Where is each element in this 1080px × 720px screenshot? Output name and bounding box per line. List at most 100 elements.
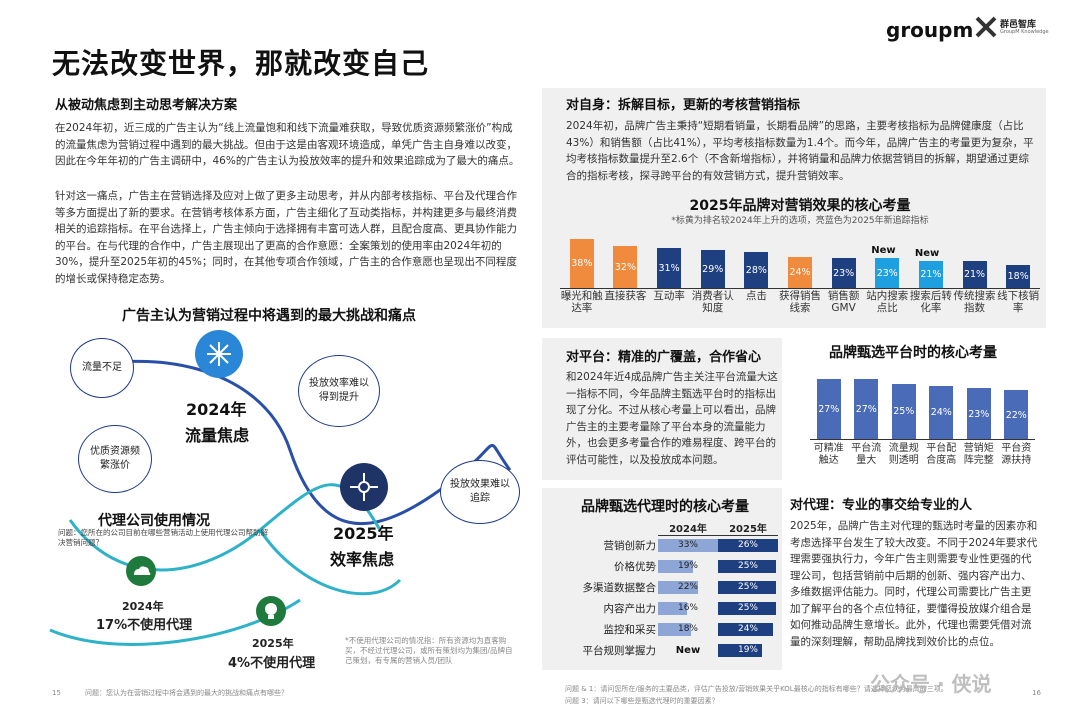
lightbulb-icon <box>256 596 286 626</box>
chart1-bar <box>962 260 987 288</box>
diagram-title: 广告主认为营销过程中将遇到的最大挑战和痛点 <box>122 308 416 324</box>
watermark: 公众号 · 侠说 <box>870 672 992 696</box>
left-paragraph-1: 在2024年初，近三成的广告主认为“线上流量饱和和线下流量难获取，导致优质资源频… <box>55 122 520 167</box>
chart3-value-2024: 19% <box>677 561 698 571</box>
agency-paragraph: 2025年，品牌广告主对代理的甄选时考量的因素亦和考虑选择平台发生了较大改变。不… <box>790 520 1038 648</box>
chart1-axis <box>560 288 1040 289</box>
chart3-value-2024: New <box>675 645 701 656</box>
chart3-title: 品牌甄选代理时的核心考量 <box>581 499 749 515</box>
chart1-category-label: 销售额GMV <box>827 290 860 314</box>
chart2-category-label: 营销矩阵完整 <box>963 443 994 466</box>
chart1-category-label: 曝光和触达率 <box>560 290 603 314</box>
chart3-row-label: 价格优势 <box>614 561 656 573</box>
chart3-bar-2024 <box>658 560 693 573</box>
chart1-new-flag: New <box>871 245 896 257</box>
chart1-bar <box>1006 264 1031 288</box>
chart2-bar <box>891 383 916 439</box>
agency-2025-text: 4%不使用代理 <box>228 656 316 671</box>
chart3-value-2025: 26% <box>737 540 758 550</box>
chart1-plot: 38% 32% 31% 29% 28% 24% 23% 23% New 21% New 21% 18% 曝… <box>560 232 1040 322</box>
chart3-bar-2025 <box>718 602 776 615</box>
chart3-value-2024: 22% <box>677 582 698 592</box>
chart2-bar <box>966 388 991 439</box>
chart1-value-label: 38% <box>571 258 593 270</box>
chart3-col-2024: 2024年 <box>669 524 707 535</box>
chart1-value-label: 32% <box>614 262 637 274</box>
chart1-category-label: 站内搜索点比 <box>866 290 909 314</box>
bubble-traffic-shortage: 流量不足 <box>70 338 134 398</box>
chart3-bar-2025 <box>718 623 774 636</box>
chart3-value-2025: 25% <box>737 561 758 571</box>
left-page-number: 15 <box>52 689 61 697</box>
chart1-value-label: 23% <box>833 268 855 280</box>
chart1-value-label: 31% <box>658 262 680 274</box>
chart3-row-label: 营销创新力 <box>603 540 657 552</box>
chart1-value-label: 21% <box>920 269 942 281</box>
groupm-knowledge-name: 群邑智库 <box>1000 20 1037 30</box>
chart3-bar-2024 <box>658 623 691 636</box>
chart2-value-label: 27% <box>818 404 840 416</box>
chart3-value-2025: 19% <box>737 645 758 655</box>
chart1-category-label: 消费者认知度 <box>691 290 734 314</box>
chart2-category-label: 流量规则透明 <box>888 443 919 466</box>
left-paragraph-2: 针对这一痛点，广告主在营销选择及应对上做了更多主动思考，并从内部考核指标、平台及… <box>55 190 517 285</box>
chart3-col-2025: 2025年 <box>729 524 767 535</box>
chart1-bar <box>831 258 856 288</box>
chart1-value-label: 21% <box>963 269 986 281</box>
chart2-bar <box>1004 390 1029 439</box>
left-section-title: 从被动焦虑到主动思考解决方案 <box>55 98 238 113</box>
platform-title: 对平台：精准的广覆盖，合作省心 <box>566 350 762 365</box>
self-title: 对自身：拆解目标，更新的考核营销指标 <box>566 98 801 113</box>
platform-panel <box>542 338 782 480</box>
chart3-header-rule <box>658 535 778 536</box>
chart2-category-label: 平台配合度高 <box>926 443 957 466</box>
right-footer-q1: 问题 & 1：请问您所在/服务的主要品类，评估广告投放/营销效果关乎KOL最核心… <box>565 685 948 693</box>
chart3-value-2025: 25% <box>737 603 758 613</box>
chart1-bar <box>569 238 594 288</box>
chart1-category-label: 搜索后转化率 <box>909 290 952 314</box>
chart1-value-label: 24% <box>789 267 811 279</box>
chart1-bars: 38% 32% 31% 29% 28% 24% 23% 23% New 21% New 21% 18% <box>560 232 1040 288</box>
year-2025-label: 2025年 <box>333 524 394 543</box>
chart3-row-label: 多渠道数据整合 <box>582 582 657 594</box>
chart3-value-2025: 24% <box>737 624 758 634</box>
chart2-value-label: 23% <box>968 408 990 420</box>
chart2-bars: 27% 27% 25% 24% 23% 22% <box>810 375 1035 439</box>
chart3-table: 2024年 2025年营销创新力 33% 26% 价格优势 19% 25% 多渠道数据整合 22… <box>546 520 778 668</box>
chart2-plot: 27% 27% 25% 24% 23% 22% 可精准触达 平台流量大 流量规则透明 平台配合度高… <box>810 375 1035 475</box>
left-footer-question: 问题：您认为在营销过程中将会遇到的最大的挑战和痛点有哪些？ <box>85 689 288 697</box>
chart1-subtitle: *标黄为排名较2024年上升的选项，亮蓝色为2025年新追踪指标 <box>671 216 929 226</box>
chart2-value-label: 22% <box>1005 409 1027 421</box>
chart2-category-label: 可精准触达 <box>813 443 844 466</box>
chart1-category-label: 传统搜索指数 <box>953 290 996 314</box>
chart1-value-label: 28% <box>745 264 767 276</box>
chart1-bar <box>613 246 638 288</box>
agency-usage-question: 问题：您所在的公司目前在哪些营销活动上使用代理公司帮助解决营销问题？ <box>58 528 268 547</box>
agency-2025-year: 2025年 <box>252 637 294 650</box>
agency-usage-title: 代理公司使用情况 <box>98 513 210 529</box>
chart3-bar-2025 <box>718 539 778 552</box>
agency-note: *不使用代理公司的情况指：所有资源均为直客购买，不经过代理公司，或所有策划均为集… <box>345 636 513 665</box>
platform-paragraph: 和2024年近4成品牌广告主关注平台流量大这一指标不同，今年品牌主甄选平台时的指… <box>566 371 778 466</box>
chart1-bar <box>788 256 812 288</box>
chart3-value-2024: 33% <box>677 540 698 550</box>
page-title: 无法改变世界，那就改变自己 <box>52 47 430 80</box>
chart2-value-label: 27% <box>855 404 877 416</box>
chart1-bar <box>700 250 725 288</box>
focus-2025-label: 效率焦虑 <box>330 550 395 569</box>
network-icon <box>340 463 388 511</box>
chart3-value-2024: 18% <box>677 624 698 634</box>
chart3-bar-2024 <box>658 539 718 552</box>
chart2-category-label: 平台资源扶持 <box>1001 443 1032 466</box>
chart3-bar-2024 <box>658 581 698 594</box>
chart1-new-flag: New <box>914 247 940 259</box>
right-footer-q2: 问题 3：请问以下哪些是甄选代理时的重要因素？ <box>565 697 719 705</box>
chart1-value-label: 29% <box>702 264 724 276</box>
chart1-bar <box>875 258 900 288</box>
chart2-value-label: 25% <box>893 406 915 418</box>
chart2-category-label: 平台流量大 <box>851 443 882 466</box>
right-page-number: 16 <box>1032 689 1041 697</box>
self-paragraph: 2024年初，品牌广告主秉持“短期看销量，长期看品牌”的思路，主要考核指标为品牌… <box>566 120 1034 182</box>
chart1-value-label: 18% <box>1007 271 1029 283</box>
chart2-axis <box>810 439 1035 440</box>
